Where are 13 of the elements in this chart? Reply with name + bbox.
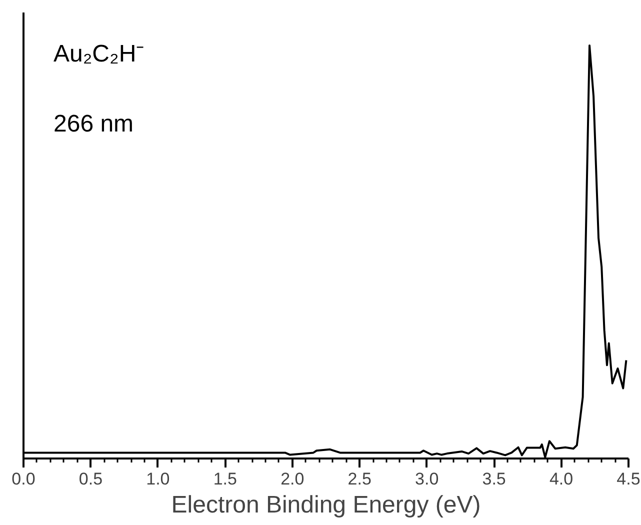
x-tick-label: 1.0 xyxy=(146,470,170,488)
annotation: 266 nm xyxy=(54,110,134,138)
x-tick-label: 2.0 xyxy=(280,470,304,488)
x-tick-label: 2.5 xyxy=(348,470,372,488)
x-tick-label: 0.5 xyxy=(78,470,103,488)
x-tick-label: 4.5 xyxy=(616,470,640,488)
x-tick-label: 1.5 xyxy=(213,470,237,488)
x-tick-label: 4.0 xyxy=(549,470,574,488)
x-tick-label: 3.0 xyxy=(415,470,439,488)
x-tick-label: 0.0 xyxy=(12,470,36,488)
x-tick-label: 3.5 xyxy=(482,470,506,488)
annotation: Au₂C₂H⁻ xyxy=(54,40,144,68)
x-axis-title: Electron Binding Energy (eV) xyxy=(171,492,481,518)
